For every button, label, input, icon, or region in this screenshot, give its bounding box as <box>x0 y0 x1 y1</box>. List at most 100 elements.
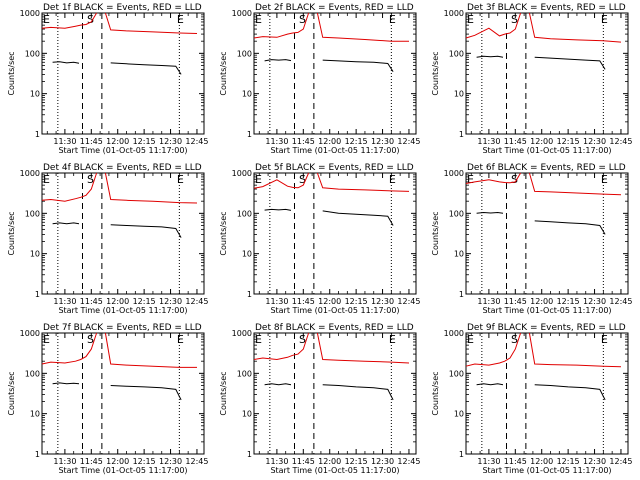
y-axis-label: Counts/sec <box>431 51 440 95</box>
detector-panel-7: Det 7f BLACK = Events, RED = LLD 1 10 100 10… <box>7 323 208 475</box>
events-rate-line <box>52 61 80 64</box>
interval-label: E <box>255 333 262 346</box>
x-tick-label: 12:30 <box>159 457 182 466</box>
y-axis-label: Counts/sec <box>431 211 440 255</box>
x-tick-label: 11:30 <box>53 297 76 306</box>
lld-rate-line <box>41 172 98 202</box>
lld-rate-line <box>316 12 409 42</box>
x-tick-label: 12:00 <box>106 137 129 146</box>
x-tick-label: 12:45 <box>397 457 420 466</box>
y-tick-label: 100 <box>237 209 252 218</box>
x-axis-label: Start Time (01-Oct-05 11:17:00) <box>270 306 399 315</box>
x-tick-label: 12:30 <box>371 457 394 466</box>
interval-label: S <box>87 173 94 186</box>
x-tick-label: 11:45 <box>80 297 103 306</box>
interval-label: S <box>299 333 306 346</box>
interval-label: E <box>467 333 474 346</box>
lld-rate-line <box>253 12 310 39</box>
plot-frame <box>253 332 417 455</box>
x-tick-label: 12:00 <box>318 297 341 306</box>
lld-rate-line <box>528 332 622 368</box>
plot-frame <box>465 172 629 295</box>
panel-title: Det 7f BLACK = Events, RED = LLD <box>43 323 202 333</box>
detector-panel-6: Det 6f BLACK = Events, RED = LLD 1 10 100 10… <box>431 163 632 315</box>
x-tick-label: 12:45 <box>609 297 632 306</box>
interval-label: E <box>601 173 608 186</box>
x-axis-label: Start Time (01-Oct-05 11:17:00) <box>270 466 399 475</box>
x-axis-label: Start Time (01-Oct-05 11:17:00) <box>482 306 611 315</box>
plot-frame <box>41 12 205 135</box>
interval-label: S <box>511 13 518 26</box>
detector-panel-9: Det 9f BLACK = Events, RED = LLD 1 10 100 10… <box>431 323 632 475</box>
x-tick-label: 12:45 <box>185 137 208 146</box>
x-tick-label: 12:00 <box>318 457 341 466</box>
x-tick-label: 12:15 <box>345 137 368 146</box>
y-tick-label: 1000 <box>444 329 464 338</box>
y-axis-label: Counts/sec <box>7 371 16 415</box>
x-tick-label: 11:45 <box>80 457 103 466</box>
x-tick-label: 12:00 <box>106 457 129 466</box>
events-rate-line <box>322 59 394 72</box>
plot-frame <box>253 172 417 295</box>
x-tick-label: 12:45 <box>185 297 208 306</box>
interval-label: E <box>389 333 396 346</box>
interval-label: E <box>601 13 608 26</box>
detector-panel-3: Det 3f BLACK = Events, RED = LLD 1 10 100 10… <box>431 3 632 155</box>
interval-label: E <box>389 13 396 26</box>
y-axis-label: Counts/sec <box>219 51 228 95</box>
plot-frame <box>465 12 629 135</box>
lld-rate-line <box>41 332 98 365</box>
x-tick-label: 12:30 <box>371 137 394 146</box>
x-tick-label: 12:15 <box>345 297 368 306</box>
interval-label: E <box>601 333 608 346</box>
y-tick-label: 100 <box>25 209 40 218</box>
x-tick-label: 11:45 <box>292 457 315 466</box>
y-tick-label: 10 <box>242 250 252 259</box>
y-tick-label: 10 <box>30 250 40 259</box>
y-tick-label: 100 <box>237 49 252 58</box>
x-axis-label: Start Time (01-Oct-05 11:17:00) <box>482 146 611 155</box>
y-tick-label: 1 <box>35 290 40 299</box>
y-tick-label: 1000 <box>444 9 464 18</box>
interval-label: S <box>299 13 306 26</box>
x-tick-label: 11:30 <box>477 457 500 466</box>
x-tick-label: 12:30 <box>371 297 394 306</box>
interval-label: S <box>511 333 518 346</box>
panel-title: Det 8f BLACK = Events, RED = LLD <box>255 323 414 333</box>
y-tick-label: 10 <box>454 90 464 99</box>
lld-rate-line <box>528 12 622 43</box>
x-tick-label: 11:30 <box>477 297 500 306</box>
x-tick-label: 11:45 <box>80 137 103 146</box>
y-tick-label: 100 <box>449 369 464 378</box>
x-tick-label: 11:30 <box>53 457 76 466</box>
x-tick-label: 11:30 <box>477 137 500 146</box>
lld-rate-line <box>104 332 197 368</box>
y-tick-label: 100 <box>449 49 464 58</box>
x-tick-label: 12:45 <box>609 137 632 146</box>
detector-panel-4: Det 4f BLACK = Events, RED = LLD 1 10 100 10… <box>7 163 208 315</box>
interval-label: E <box>255 173 262 186</box>
x-tick-label: 12:00 <box>530 457 553 466</box>
x-tick-label: 12:45 <box>609 457 632 466</box>
events-rate-line <box>322 210 394 226</box>
events-rate-line <box>110 224 182 238</box>
y-tick-label: 1 <box>35 450 40 459</box>
x-tick-label: 12:45 <box>397 297 420 306</box>
x-tick-label: 12:15 <box>133 457 156 466</box>
y-axis-label: Counts/sec <box>219 211 228 255</box>
x-tick-label: 12:00 <box>318 137 341 146</box>
x-tick-label: 12:15 <box>557 297 580 306</box>
y-tick-label: 10 <box>30 410 40 419</box>
x-tick-label: 11:30 <box>265 457 288 466</box>
interval-label: E <box>467 173 474 186</box>
y-tick-label: 1000 <box>20 329 40 338</box>
x-tick-label: 11:45 <box>292 297 315 306</box>
events-rate-line <box>476 55 504 58</box>
lld-rate-line <box>465 332 522 367</box>
y-tick-label: 1000 <box>232 329 252 338</box>
x-tick-label: 12:30 <box>583 137 606 146</box>
lld-rate-line <box>104 12 198 34</box>
x-tick-label: 11:45 <box>504 297 527 306</box>
panel-title: Det 1f BLACK = Events, RED = LLD <box>43 3 202 13</box>
